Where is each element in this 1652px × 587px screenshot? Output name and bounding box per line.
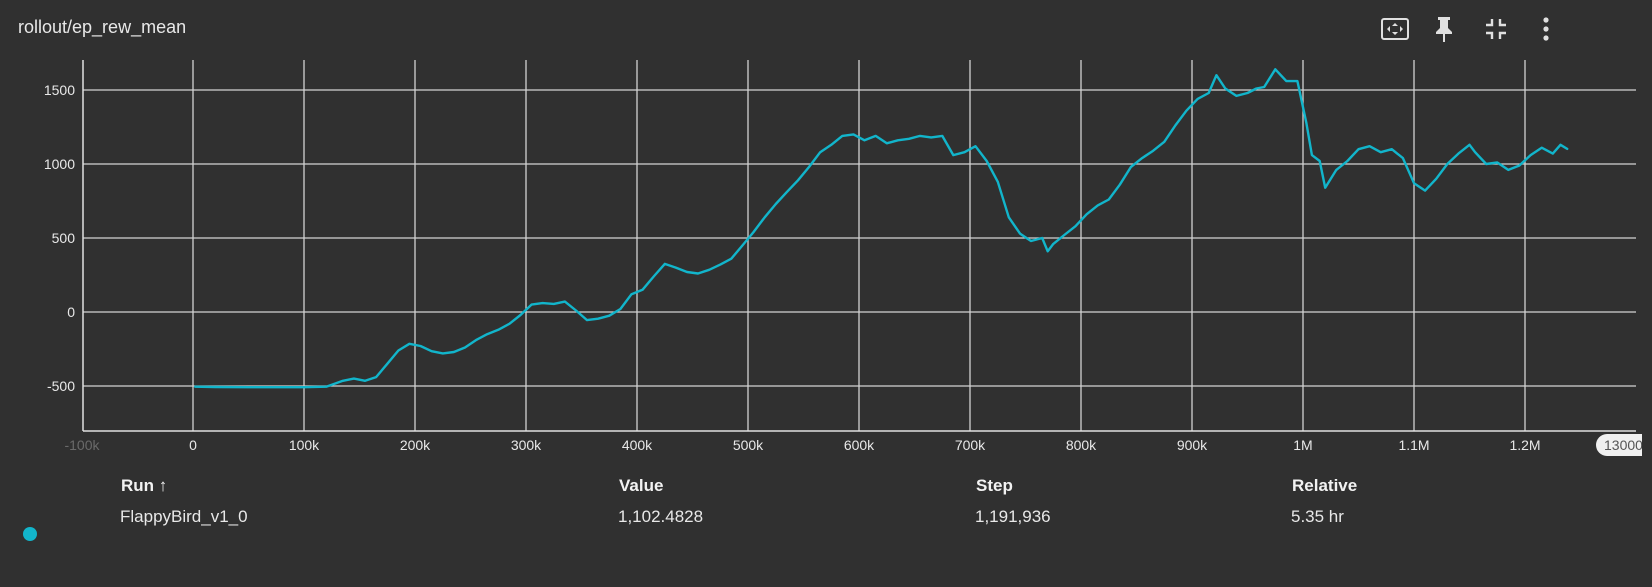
header-run[interactable]: Run ↑ <box>121 476 168 495</box>
zoom-badge[interactable]: 1300000 <box>1596 434 1642 456</box>
y-tick-label: 500 <box>52 230 76 246</box>
cell-value: 1,102.4828 <box>618 507 704 526</box>
x-tick-label: 1.2M <box>1509 437 1540 453</box>
fit-to-data-icon <box>1381 18 1409 40</box>
collapse-icon <box>1486 19 1506 39</box>
x-tick-label: 200k <box>400 437 431 453</box>
x-tick-label: 800k <box>1066 437 1097 453</box>
x-tick-label: 0 <box>189 437 197 453</box>
fit-to-data-button[interactable] <box>1377 12 1413 46</box>
more-options-button[interactable] <box>1528 12 1564 46</box>
grid-lines <box>83 60 1636 431</box>
header-relative[interactable]: Relative <box>1292 476 1358 495</box>
line-chart[interactable]: -100k 0 100k 200k 300k 400k 500k 600k 700k 800k 90… <box>0 0 1652 465</box>
card-title: rollout/ep_rew_mean <box>18 17 187 37</box>
y-tick-label: -500 <box>47 378 75 394</box>
collapse-button[interactable] <box>1478 12 1514 46</box>
more-vert-icon <box>1543 17 1549 41</box>
y-tick-label: 1000 <box>44 156 75 172</box>
pin-icon <box>1436 17 1452 42</box>
x-tick-label: 100k <box>289 437 320 453</box>
y-tick-label: 0 <box>67 304 75 320</box>
run-color-dot[interactable] <box>23 527 37 541</box>
axes <box>82 60 1636 432</box>
header-step[interactable]: Step <box>976 476 1013 495</box>
x-tick-label: 500k <box>733 437 764 453</box>
cell-run: FlappyBird_v1_0 <box>120 507 248 526</box>
series-line-FlappyBird_v1_0 <box>194 68 1569 389</box>
header-value[interactable]: Value <box>619 476 664 495</box>
x-tick-label: 600k <box>844 437 875 453</box>
pin-button[interactable] <box>1426 12 1462 46</box>
x-tick-label: -100k <box>64 437 100 453</box>
x-tick-label: 900k <box>1177 437 1208 453</box>
x-tick-label: 700k <box>955 437 986 453</box>
cell-relative: 5.35 hr <box>1291 507 1344 526</box>
x-tick-label: 1.1M <box>1398 437 1429 453</box>
data-table: Run ↑ Value Step Relative FlappyBird_v1_… <box>0 465 1652 575</box>
cell-step: 1,191,936 <box>975 507 1051 526</box>
series-layer <box>194 68 1569 389</box>
x-tick-label: 1M <box>1293 437 1312 453</box>
y-tick-label: 1500 <box>44 82 75 98</box>
x-tick-label: 300k <box>511 437 542 453</box>
x-tick-label: 400k <box>622 437 653 453</box>
tick-labels: -100k 0 100k 200k 300k 400k 500k 600k 700k 800k 90… <box>44 82 1541 453</box>
